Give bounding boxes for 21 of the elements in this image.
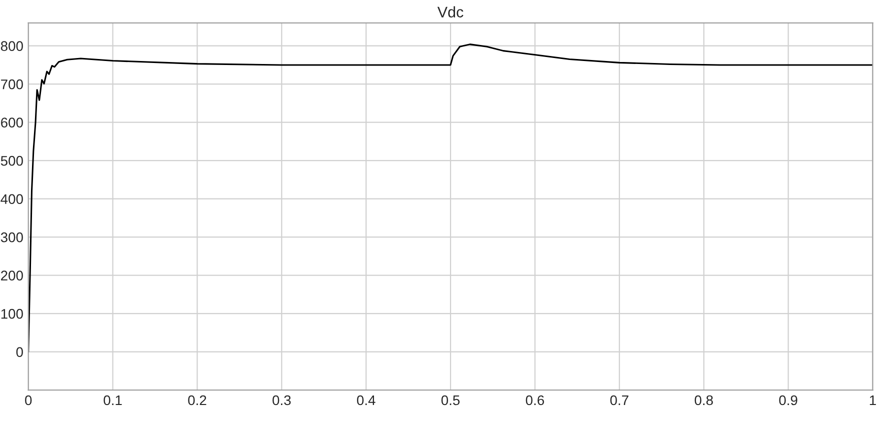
x-tick-label: 0.9 — [779, 395, 798, 406]
y-tick-label: 100 — [1, 308, 23, 319]
y-tick-label: 700 — [1, 79, 23, 90]
x-tick-label: 1 — [870, 395, 876, 406]
y-tick-label: 300 — [0, 232, 23, 242]
x-tick-label: 0.5 — [441, 395, 460, 406]
x-tick-label: 0 — [25, 395, 32, 406]
y-tick-label: 500 — [0, 156, 23, 166]
x-tick-label: 0.6 — [526, 395, 544, 406]
y-tick-label: 400 — [0, 194, 23, 204]
x-tick-label: 0.7 — [610, 395, 628, 406]
y-tick-label: 200 — [1, 270, 23, 281]
x-tick-label: 0.8 — [694, 395, 713, 406]
x-tick-label: 0.2 — [188, 395, 206, 406]
y-tick-label: 800 — [0, 41, 23, 52]
x-tick-label: 0.4 — [356, 395, 376, 406]
chart-title: Vdc — [437, 6, 464, 18]
y-tick-label: 0 — [16, 347, 23, 358]
x-tick-label: 0.1 — [104, 395, 122, 406]
x-tick-label: 0.3 — [272, 395, 291, 406]
y-tick-label: 600 — [1, 118, 23, 128]
